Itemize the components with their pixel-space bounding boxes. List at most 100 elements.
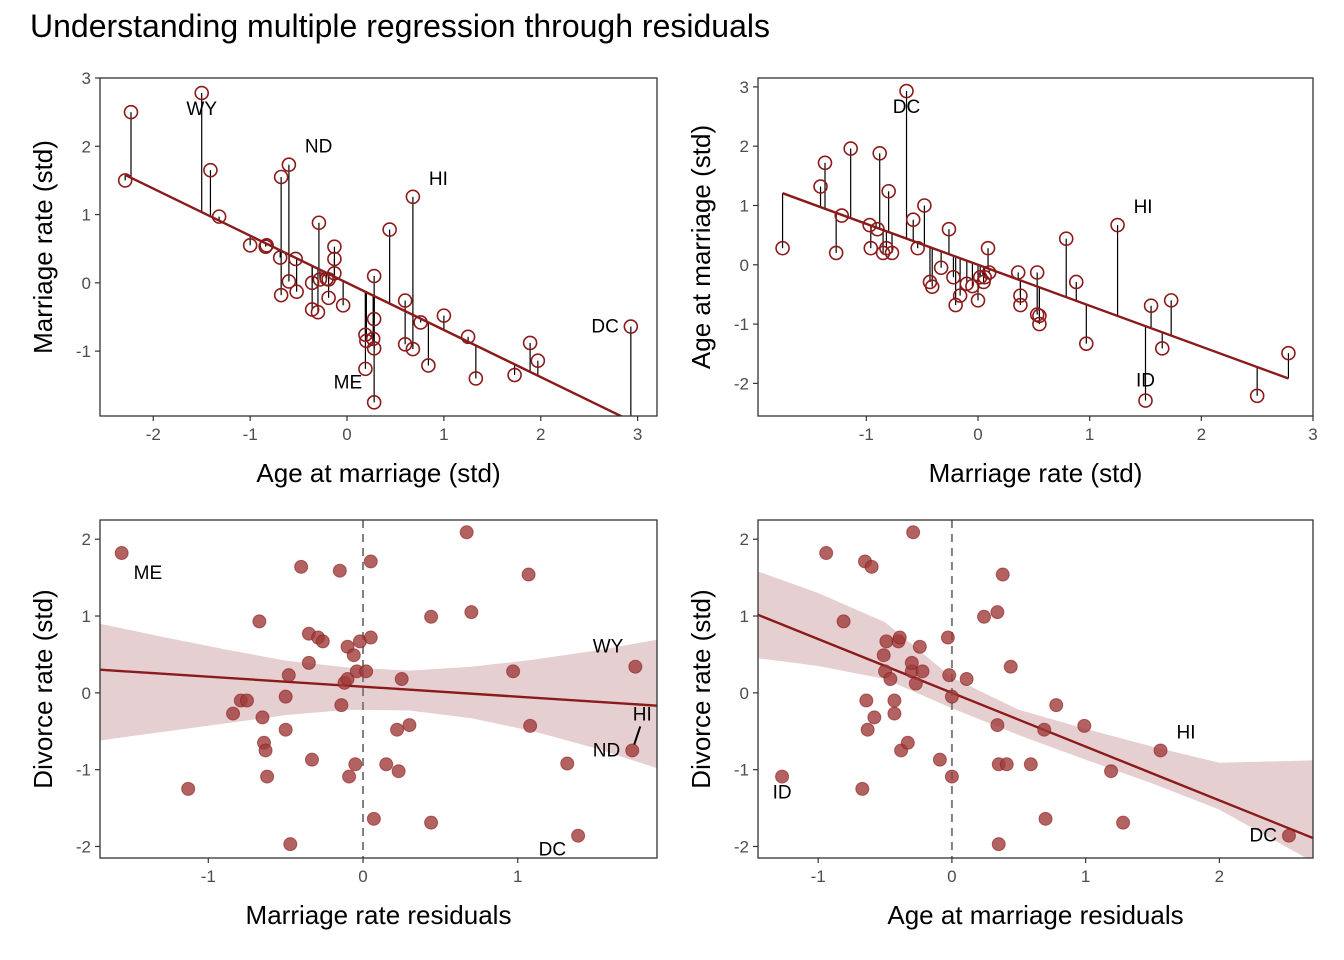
data-point: [887, 706, 902, 721]
data-point: [311, 215, 327, 231]
x-tick-label: -1: [811, 867, 826, 886]
data-point: [312, 272, 328, 287]
data-point: [1032, 308, 1047, 324]
data-point: [1037, 722, 1052, 737]
data-point: [358, 361, 373, 377]
data-point: [887, 693, 902, 708]
y-axis-title: Age at marriage (std): [686, 125, 716, 369]
data-point: [933, 260, 949, 276]
data-point: [942, 668, 957, 683]
data-point: [278, 722, 293, 737]
data-point: [991, 837, 1006, 852]
point-label: WY: [186, 99, 217, 120]
data-point: [506, 664, 521, 679]
x-axis-title: Age at marriage (std): [256, 458, 500, 488]
data-point: [952, 288, 968, 303]
data-point: [884, 245, 900, 261]
data-point: [391, 764, 406, 779]
data-point: [1249, 388, 1265, 404]
data-point: [899, 83, 914, 99]
panel-frame: [757, 77, 1314, 417]
data-point: [864, 559, 879, 574]
data-point: [859, 693, 874, 708]
data-point: [114, 546, 129, 561]
data-point: [910, 240, 925, 256]
x-tick-label: 3: [633, 425, 642, 444]
x-tick-label: 1: [1085, 425, 1094, 444]
panel-frame: [757, 519, 1314, 859]
data-point: [294, 559, 309, 574]
y-tick-label: 1: [82, 607, 91, 626]
data-point: [365, 331, 381, 347]
data-point: [879, 634, 894, 649]
data-point: [289, 284, 304, 300]
x-tick-label: 3: [1308, 425, 1317, 444]
data-point: [255, 710, 270, 725]
data-point: [301, 655, 316, 670]
data-point: [327, 251, 342, 267]
y-tick-label: 3: [740, 78, 749, 97]
data-point: [944, 769, 959, 784]
data-point: [436, 308, 452, 323]
y-tick-label: 3: [82, 69, 91, 88]
confidence-band: [100, 623, 657, 769]
y-tick-label: 2: [82, 530, 91, 549]
data-point: [194, 85, 210, 101]
data-point: [1029, 265, 1045, 280]
data-point: [363, 554, 378, 569]
figure-title: Understanding multiple regression throug…: [30, 8, 770, 44]
x-tick-label: 2: [536, 425, 545, 444]
data-point: [382, 222, 397, 237]
data-point: [867, 710, 882, 725]
data-point: [346, 648, 361, 663]
x-tick-label: 1: [439, 425, 448, 444]
data-point: [123, 104, 139, 120]
y-tick-label: 0: [740, 684, 749, 703]
x-tick-label: 2: [1215, 867, 1224, 886]
point-label: HI: [429, 169, 448, 190]
data-point: [348, 757, 363, 772]
point-label: ID: [773, 783, 792, 804]
data-point: [977, 609, 992, 624]
data-point: [273, 287, 289, 303]
data-point: [283, 837, 298, 852]
data-point: [304, 275, 320, 291]
data-point: [1281, 828, 1296, 843]
point-label: ID: [1136, 371, 1155, 392]
y-tick-label: -1: [734, 761, 749, 780]
data-point: [876, 648, 891, 663]
data-point: [342, 769, 357, 784]
data-point: [405, 341, 421, 357]
data-point: [460, 329, 476, 345]
point-label: DC: [591, 317, 618, 338]
data-point: [363, 630, 378, 645]
data-point: [855, 781, 870, 796]
data-point: [944, 689, 959, 704]
data-point: [980, 240, 996, 256]
x-tick-label: -1: [201, 867, 216, 886]
data-point: [366, 268, 382, 284]
x-tick-label: 0: [947, 867, 956, 886]
data-point: [1163, 293, 1179, 308]
data-point: [775, 240, 790, 256]
data-point: [906, 525, 921, 540]
data-point: [1154, 341, 1170, 356]
regression-line: [782, 192, 1289, 380]
data-point: [940, 630, 955, 645]
data-point: [995, 567, 1010, 582]
data-point: [875, 245, 891, 261]
panel-frame: [99, 77, 658, 417]
data-point: [1116, 815, 1131, 830]
point-label: ME: [334, 372, 363, 393]
x-tick-label: 1: [1081, 867, 1090, 886]
data-point: [281, 274, 297, 289]
data-point: [405, 189, 421, 205]
point-label: ND: [305, 137, 332, 158]
data-point: [366, 311, 382, 327]
data-point: [281, 157, 297, 173]
data-point: [521, 567, 536, 582]
y-tick-label: -1: [76, 342, 91, 361]
y-tick-label: 2: [740, 137, 749, 156]
data-point: [817, 155, 833, 171]
